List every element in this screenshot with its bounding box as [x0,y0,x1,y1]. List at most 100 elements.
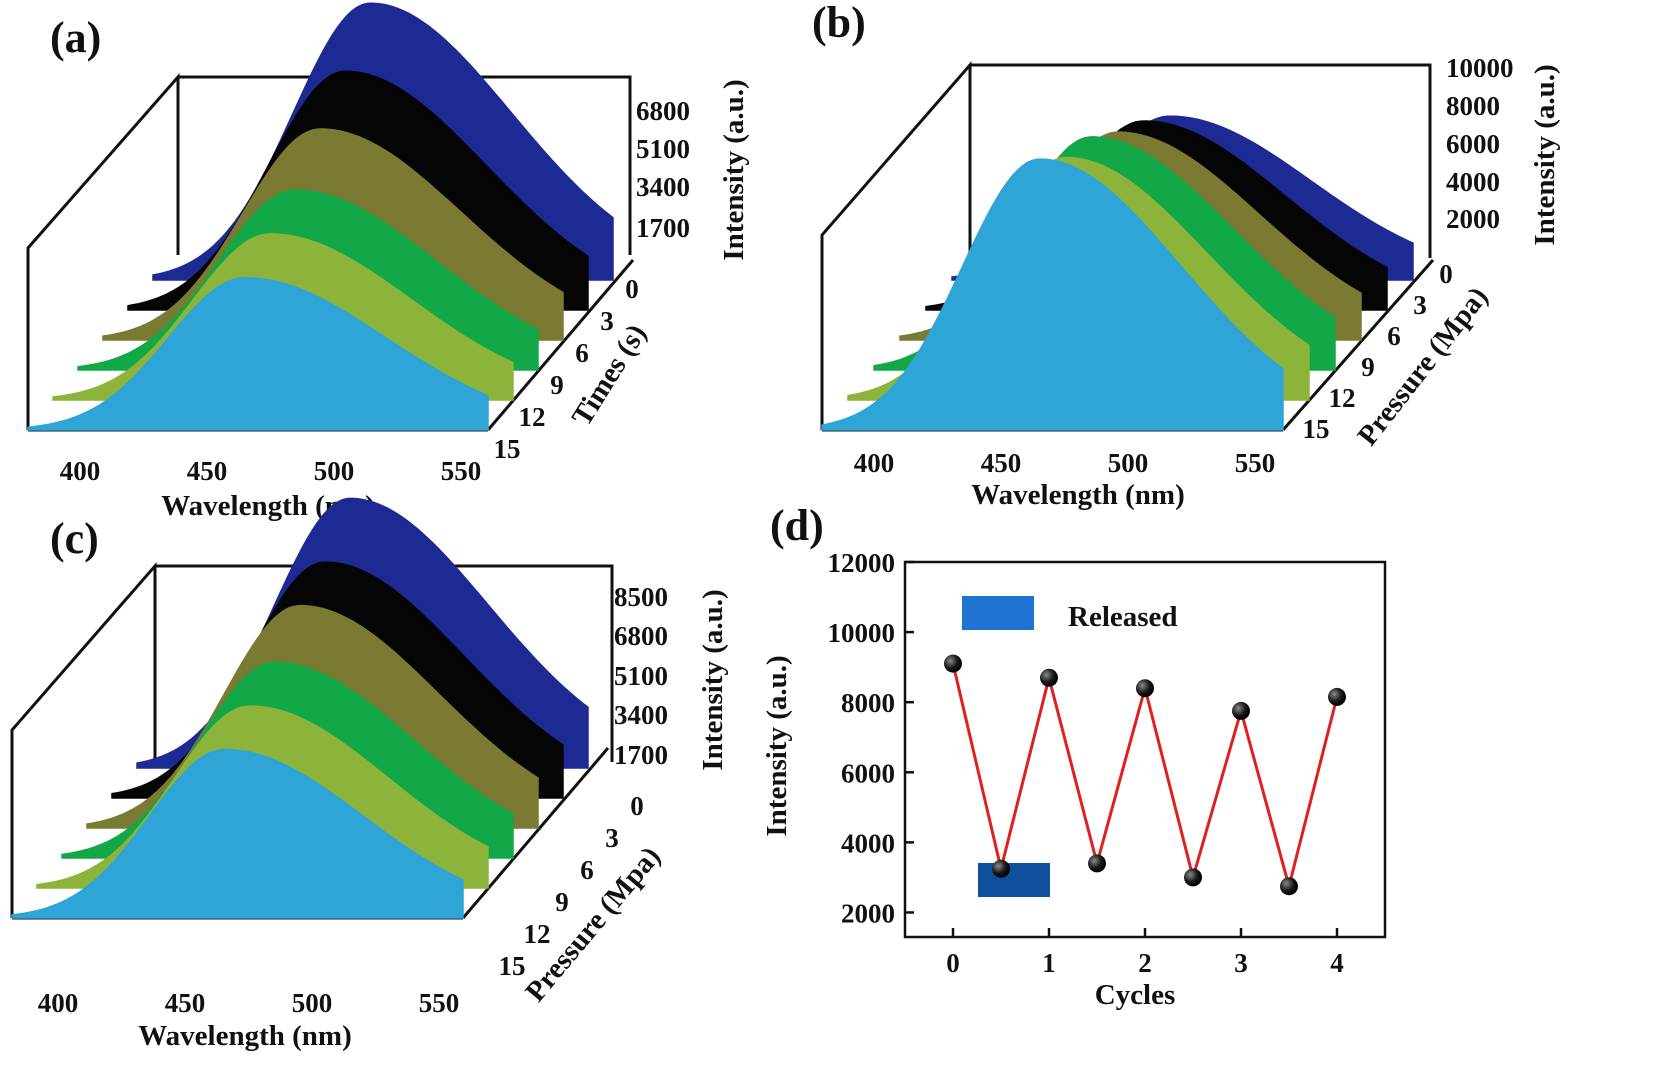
panel-b-depth-tick: 9 [1361,352,1375,382]
panel-a-intensity-ticks: 1700 3400 5100 6800 [636,96,690,243]
panel-b-depth-tick: 12 [1329,383,1356,413]
panel-a-x-tick: 400 [60,456,101,486]
depth-axis-line [461,747,610,919]
panel-c-depth-tick: 9 [555,887,569,917]
panel-c-depth-tick: 12 [524,919,551,949]
panel-d-x-ticks: 0 1 2 3 4 [946,928,1344,978]
panel-c-depth-tick: 15 [499,951,526,981]
data-point [992,859,1010,878]
panel-b-x-ticks: 400 450 500 550 [854,448,1276,478]
panel-b-x-axis-title: Wavelength (nm) [971,479,1184,511]
data-point [1184,868,1202,887]
panel-a-label: (a) [50,13,101,62]
panel-b: (b) 400 450 500 550 Wavelength (nm) 2000… [812,0,1561,511]
panel-d-y-axis-title: Intensity (a.u.) [761,655,793,836]
panel-c-intensity-axis-title: Intensity (a.u.) [697,589,729,770]
panel-b-depth-tick: 15 [1303,414,1330,444]
panel-a-spectra [27,2,614,431]
data-point [1328,687,1346,706]
pressed-swatch [978,863,1050,897]
panel-a-depth-tick: 9 [550,370,564,400]
x-tick-label: 4 [1330,948,1344,978]
back-wall [970,63,1432,258]
depth-axis-line [1281,259,1435,431]
panel-d-series [944,654,1346,896]
panel-a-depth-tick: 6 [575,338,589,368]
panel-c-depth-ticks: 15 12 9 6 3 0 [499,791,644,981]
panel-b-intensity-axis-title: Intensity (a.u.) [1529,64,1561,245]
y-tick-label: 10000 [828,618,896,648]
panel-b-label: (b) [812,0,866,47]
panel-b-x-tick: 400 [854,448,895,478]
panel-a-x-tick: 550 [441,456,482,486]
panel-a-intensity-tick: 3400 [636,172,690,202]
panel-b-intensity-tick: 10000 [1446,53,1514,83]
side-wall [26,73,180,430]
panel-c-intensity-tick: 6800 [614,621,668,651]
panel-d-label: (d) [770,501,824,550]
panel-c-x-tick: 400 [38,988,79,1018]
legend-released-label: Released [1068,601,1178,633]
panel-b-intensity-tick: 4000 [1446,167,1500,197]
data-point [1280,877,1298,896]
side-wall [10,561,157,918]
x-tick-label: 2 [1138,948,1152,978]
panel-c-intensity-tick: 3400 [614,700,668,730]
y-tick-label: 12000 [828,548,896,578]
x-tick-label: 1 [1042,948,1056,978]
panel-b-intensity-tick: 6000 [1446,129,1500,159]
panel-c-label: (c) [50,514,99,563]
spectrum-0 [11,748,464,919]
data-point [1088,854,1106,873]
panel-d-x-axis-title: Cycles [1095,979,1176,1011]
panel-a-intensity-axis-title: Intensity (a.u.) [718,79,750,260]
panel-a: (a) 400 450 500 550 Wavelength (nm) 1700… [26,2,750,522]
panel-b-depth-tick: 3 [1413,290,1427,320]
side-wall [820,60,972,430]
spectrum-15 [821,158,1284,431]
data-point [1232,701,1250,720]
panel-b-x-tick: 550 [1235,448,1276,478]
panel-a-depth-tick: 12 [519,402,546,432]
panel-b-intensity-tick: 8000 [1446,91,1500,121]
panel-c-intensity-ticks: 1700 3400 5100 6800 8500 [614,582,668,770]
panel-d-y-ticks: 2000 4000 6000 8000 10000 12000 [828,548,914,928]
panel-a-depth-tick: 15 [494,434,521,464]
panel-a-x-tick: 500 [314,456,355,486]
panel-c-spectra [11,497,589,919]
panel-c-intensity-tick: 8500 [614,582,668,612]
panel-c-x-ticks: 400 450 500 550 [38,988,460,1018]
data-point [1040,668,1058,687]
depth-axis-line [486,259,635,431]
panel-b-depth-tick: 6 [1387,321,1401,351]
panel-c-intensity-tick: 5100 [614,661,668,691]
panel-a-intensity-tick: 6800 [636,96,690,126]
legend-released-swatch [962,596,1034,630]
panel-c-depth-tick: 3 [605,823,619,853]
panel-c-x-axis-title: Wavelength (nm) [138,1020,351,1052]
panel-b-x-tick: 500 [1108,448,1149,478]
panel-a-depth-tick: 0 [625,274,639,304]
panel-a-depth-ticks: 0 3 6 9 12 15 [494,274,639,464]
panel-a-x-ticks: 400 450 500 550 [60,456,482,486]
panel-a-intensity-tick: 1700 [636,213,690,243]
data-point [944,654,962,673]
panel-b-intensity-tick: 2000 [1446,204,1500,234]
spectrum-15 [27,277,489,431]
y-tick-label: 8000 [841,688,895,718]
panel-b-depth-ticks: 0 3 6 9 12 15 [1303,259,1453,444]
data-point [1136,679,1154,698]
panel-b-spectra [821,115,1414,431]
panel-a-x-tick: 450 [187,456,228,486]
y-tick-label: 6000 [841,758,895,788]
panel-c-intensity-tick: 1700 [614,740,668,770]
panel-b-x-tick: 450 [981,448,1022,478]
y-tick-label: 4000 [841,828,895,858]
panel-d: (d) 2000 4000 6000 8000 10000 12000 0 1 2 3 4 Cyc… [761,501,1387,1011]
panel-c-x-tick: 550 [419,988,460,1018]
panel-b-depth-tick: 0 [1439,259,1453,289]
panel-c-x-tick: 500 [292,988,333,1018]
panel-a-depth-tick: 3 [600,306,614,336]
panel-c: (c) 400 450 500 550 Wavelength (nm) 1700… [10,497,729,1052]
